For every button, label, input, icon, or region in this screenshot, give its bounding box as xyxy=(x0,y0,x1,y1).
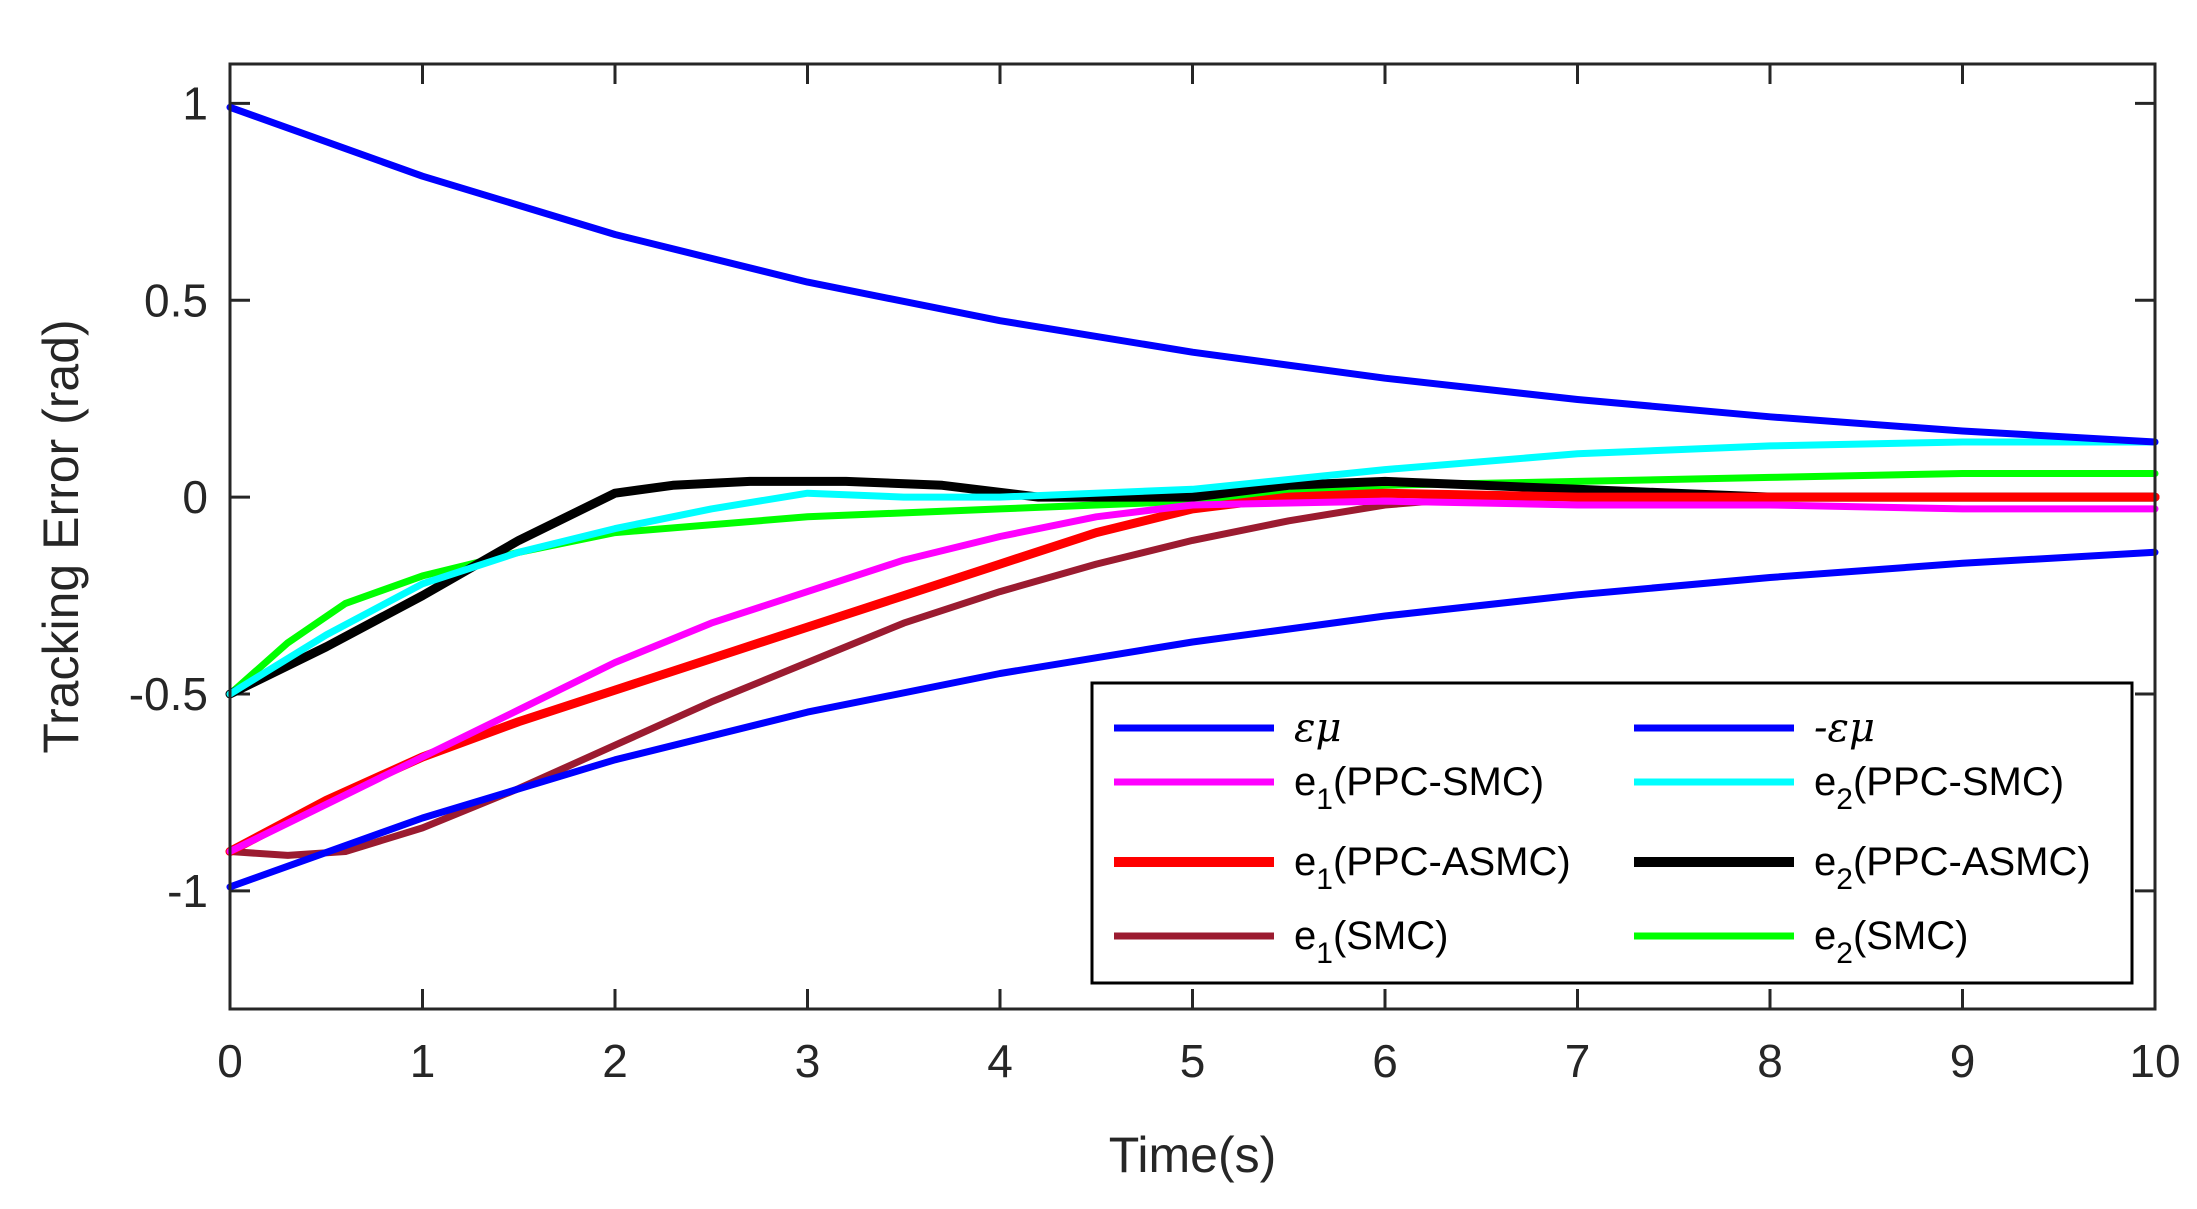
legend-label-subscript: 2 xyxy=(1836,863,1853,896)
x-tick-label: 5 xyxy=(1180,1035,1206,1087)
legend-entry: εμ xyxy=(1114,705,1341,751)
legend-label: e2(SMC) xyxy=(1814,914,1968,970)
x-tick-label: 3 xyxy=(795,1035,821,1087)
legend-label-main: e xyxy=(1294,914,1316,958)
x-tick-label: 6 xyxy=(1372,1035,1398,1087)
legend-label-suffix: (PPC-ASMC) xyxy=(1853,840,2091,884)
legend-entry: -εμ xyxy=(1634,705,1875,751)
legend-label-suffix: (PPC-SMC) xyxy=(1853,760,2064,804)
legend-label: e1(PPC-SMC) xyxy=(1294,760,1544,816)
legend-label: -εμ xyxy=(1814,705,1875,751)
x-tick-label: 8 xyxy=(1757,1035,1783,1087)
legend-entry: e2(SMC) xyxy=(1634,914,1968,970)
series-line-e2(SMC) xyxy=(226,470,2159,698)
legend-label-main: e xyxy=(1294,760,1316,804)
legend-label-suffix: (SMC) xyxy=(1853,914,1969,958)
series-line-e1(PPC-ASMC) xyxy=(225,488,2160,856)
x-tick-label: 0 xyxy=(217,1035,243,1087)
legend-entry: e2(PPC-ASMC) xyxy=(1634,840,2091,896)
legend-label-suffix: (SMC) xyxy=(1333,914,1449,958)
legend-label-main: -εμ xyxy=(1814,705,1875,751)
y-tick-label: 0 xyxy=(182,471,208,523)
x-tick-label: 4 xyxy=(987,1035,1013,1087)
legend-label-main: e xyxy=(1814,840,1836,884)
legend-label-main: e xyxy=(1814,914,1836,958)
legend-entry: e1(SMC) xyxy=(1114,914,1448,970)
legend-label: e1(SMC) xyxy=(1294,914,1448,970)
y-tick-label: 0.5 xyxy=(144,274,208,326)
x-tick-label: 10 xyxy=(2129,1035,2180,1087)
x-tick-label: 9 xyxy=(1950,1035,1976,1087)
series-line-e1(PPC-SMC) xyxy=(226,497,2159,855)
legend-label-main: e xyxy=(1294,840,1316,884)
legend-entry: e1(PPC-ASMC) xyxy=(1114,840,1571,896)
series-line--εμ xyxy=(226,548,2159,891)
y-tick-label: 1 xyxy=(182,77,208,129)
series-line-e2(PPC-SMC) xyxy=(226,438,2159,698)
legend-label: e1(PPC-ASMC) xyxy=(1294,840,1571,896)
y-axis-label: Tracking Error (rad) xyxy=(33,319,89,753)
legend-label: e2(PPC-SMC) xyxy=(1814,760,2064,816)
x-axis-label: Time(s) xyxy=(1109,1127,1277,1183)
legend-label-suffix: (PPC-SMC) xyxy=(1333,760,1544,804)
legend-label-subscript: 2 xyxy=(1836,937,1853,970)
legend-label-main: εμ xyxy=(1294,705,1341,751)
legend-label-subscript: 2 xyxy=(1836,783,1853,816)
y-tick-label: -1 xyxy=(167,865,208,917)
tick-marks xyxy=(228,64,2157,1009)
legend-label: e2(PPC-ASMC) xyxy=(1814,840,2091,896)
x-tick-label: 1 xyxy=(410,1035,436,1087)
legend-label-subscript: 1 xyxy=(1316,937,1333,970)
tick-labels: 0 1 2 3 4 5 6 7 8 9 10 1 0.5 0 -0.5 -1 xyxy=(129,77,2181,1087)
legend-label-subscript: 1 xyxy=(1316,863,1333,896)
plot-frame xyxy=(228,62,2157,1011)
x-tick-label: 7 xyxy=(1565,1035,1591,1087)
legend-entry: e2(PPC-SMC) xyxy=(1634,760,2064,816)
series-lines xyxy=(225,103,2160,891)
series-line-εμ xyxy=(226,103,2159,446)
y-tick-label: -0.5 xyxy=(129,668,208,720)
legend-label-subscript: 1 xyxy=(1316,783,1333,816)
legend-label: εμ xyxy=(1294,705,1341,751)
legend-entry: e1(PPC-SMC) xyxy=(1114,760,1544,816)
series-line-e2(PPC-ASMC) xyxy=(225,476,2160,699)
x-tick-label: 2 xyxy=(602,1035,628,1087)
legend-label-suffix: (PPC-ASMC) xyxy=(1333,840,1571,884)
legend-label-main: e xyxy=(1814,760,1836,804)
